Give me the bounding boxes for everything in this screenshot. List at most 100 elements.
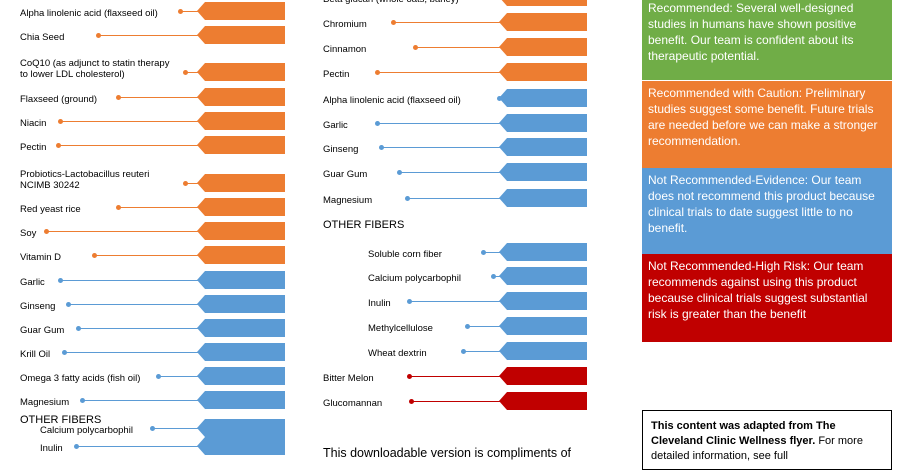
supplement-label-line: Magnesium xyxy=(323,195,373,206)
arrow-bar xyxy=(205,198,285,216)
connector-line xyxy=(118,207,205,208)
supplement-label: Niacin xyxy=(20,118,46,129)
supplement-label-line: Red yeast rice xyxy=(20,204,81,215)
arrow-head xyxy=(197,174,205,192)
supplement-label-line: Beta glucan (whole oats, barley) xyxy=(323,0,459,5)
supplement-label: Alpha linolenic acid (flaxseed oil) xyxy=(20,8,158,19)
arrow-head xyxy=(499,89,507,107)
connector-line xyxy=(409,301,507,302)
connector-line xyxy=(377,72,507,73)
connector-dot xyxy=(461,349,466,354)
connector-dot xyxy=(407,299,412,304)
supplement-row: Omega 3 fatty acids (fish oil) xyxy=(20,360,285,386)
arrow-head xyxy=(197,2,205,20)
supplement-row: Probiotics-Lactobacillus reuteri NCIMB 30… xyxy=(20,167,285,193)
supplement-label: Pectin xyxy=(20,142,46,153)
arrow-bar xyxy=(507,89,587,107)
connector-dot xyxy=(178,9,183,14)
connector-line xyxy=(94,255,205,256)
connector-dot xyxy=(375,70,380,75)
connector-dot xyxy=(391,20,396,25)
arrow-bar xyxy=(507,38,587,56)
connector-line xyxy=(409,376,507,377)
connector-line xyxy=(463,351,507,352)
arrow-head xyxy=(499,163,507,181)
connector-dot xyxy=(150,426,155,431)
arrow-head xyxy=(197,246,205,264)
connector-line xyxy=(411,401,507,402)
connector-dot xyxy=(116,95,121,100)
arrow-head xyxy=(499,267,507,285)
supplement-label-line: Pectin xyxy=(20,142,47,153)
arrow-bar xyxy=(205,26,285,44)
connector-dot xyxy=(481,250,486,255)
supplement-label-line: Flaxseed (ground) xyxy=(20,94,98,105)
connector-dot xyxy=(56,143,61,148)
arrow-head xyxy=(197,271,205,289)
supplement-label-line: Vitamin D xyxy=(20,252,62,263)
arrow-head xyxy=(197,343,205,361)
legend-caution-text: Recommended with Caution: Preliminary st… xyxy=(648,86,878,148)
arrow-bar xyxy=(205,88,285,106)
supplement-label: Soluble corn fiber xyxy=(368,249,442,260)
supplement-label-line: Wheat dextrin xyxy=(368,348,427,359)
arrow-head xyxy=(499,367,507,385)
supplement-row: Pectin xyxy=(20,129,285,155)
connector-line xyxy=(381,147,507,148)
supplement-label: Red yeast rice xyxy=(20,204,81,215)
arrow-bar xyxy=(205,391,285,409)
supplement-label: Alpha linolenic acid (flaxseed oil) xyxy=(323,95,461,106)
arrow-bar xyxy=(507,267,587,285)
arrow-bar xyxy=(205,295,285,313)
connector-line xyxy=(60,121,205,122)
arrow-bar xyxy=(507,392,587,410)
arrow-head xyxy=(197,198,205,216)
supplement-row: Niacin xyxy=(20,105,285,131)
connector-dot xyxy=(80,398,85,403)
arrow-head xyxy=(499,13,507,31)
arrow-bar xyxy=(205,419,285,437)
supplement-label-line: Methylcellulose xyxy=(368,323,433,334)
connector-dot xyxy=(413,45,418,50)
arrow-bar xyxy=(205,246,285,264)
supplement-row: Ginseng xyxy=(20,288,285,314)
supplement-row: Cinnamon xyxy=(323,31,587,57)
arrow-bar xyxy=(205,367,285,385)
connector-dot xyxy=(405,196,410,201)
supplement-row: Methylcellulose xyxy=(323,310,587,336)
supplement-label-line: Inulin xyxy=(368,298,391,309)
supplement-label: Wheat dextrin xyxy=(368,348,427,359)
arrow-bar xyxy=(507,138,587,156)
supplement-row: Bitter Melon xyxy=(323,360,587,386)
connector-dot xyxy=(375,121,380,126)
arrow-bar xyxy=(507,114,587,132)
supplement-label: Soy xyxy=(20,228,36,239)
connector-dot xyxy=(183,181,188,186)
supplement-label: Inulin xyxy=(40,443,63,454)
supplement-row: Vitamin D xyxy=(20,239,285,265)
supplement-label-line: Alpha linolenic acid (flaxseed oil) xyxy=(323,95,461,106)
legend-high-risk-text: Not Recommended-High Risk: Our team reco… xyxy=(648,259,868,321)
supplement-label-line: Chromium xyxy=(323,19,367,30)
supplement-row: Flaxseed (ground) xyxy=(20,81,285,107)
arrow-bar xyxy=(205,2,285,20)
supplement-row: Ginseng xyxy=(323,131,587,157)
connector-line xyxy=(82,400,205,401)
arrow-bar xyxy=(507,292,587,310)
supplement-label: Glucomannan xyxy=(323,398,382,409)
supplement-label-line: Chia Seed xyxy=(20,32,65,43)
supplement-row: Beta glucan (whole oats, barley) xyxy=(323,0,587,7)
supplement-label-line: Soluble corn fiber xyxy=(368,249,442,260)
connector-line xyxy=(158,376,205,377)
legend-caution: Recommended with Caution: Preliminary st… xyxy=(642,81,892,168)
supplement-row: Garlic xyxy=(323,107,587,133)
arrow-head xyxy=(499,63,507,81)
connector-dot xyxy=(66,302,71,307)
supplement-label: Probiotics-Lactobacillus reuteri NCIMB 30… xyxy=(20,169,149,191)
supplement-label-line: Cinnamon xyxy=(323,44,367,55)
supplement-label: Magnesium xyxy=(323,195,372,206)
arrow-head xyxy=(499,342,507,360)
supplement-row: Inulin xyxy=(20,430,285,456)
supplement-row: Guar Gum xyxy=(20,312,285,338)
supplement-row: Calcium polycarbophil xyxy=(20,412,285,438)
